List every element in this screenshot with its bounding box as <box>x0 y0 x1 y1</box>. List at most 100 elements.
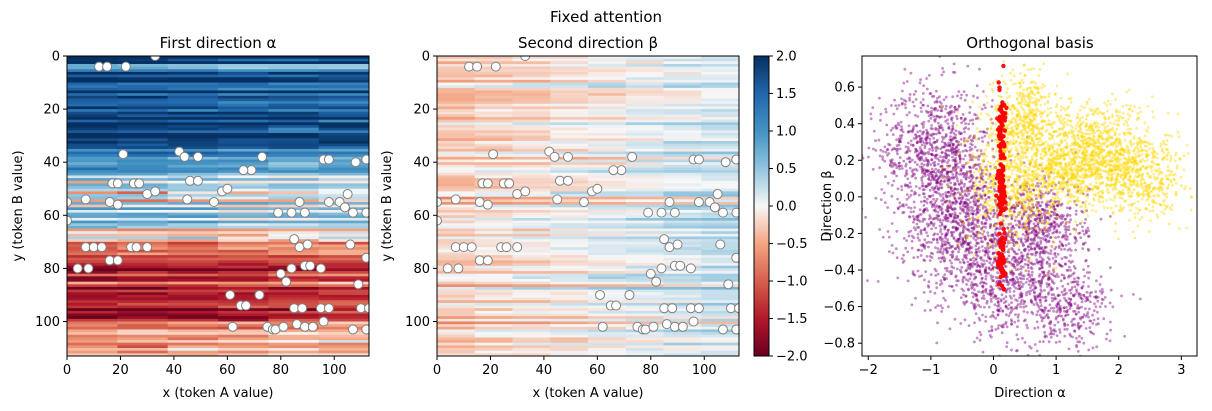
scatter-point <box>958 235 962 239</box>
scatter-point <box>952 137 955 141</box>
heatmap-cell <box>550 103 589 108</box>
scatter-point <box>973 113 976 116</box>
heatmap-cell <box>218 350 269 354</box>
scatter-point <box>966 272 970 276</box>
scatter-point <box>932 94 936 98</box>
heatmap-cell <box>588 350 627 354</box>
scatter-point <box>926 131 930 135</box>
marker-point <box>323 197 334 208</box>
heatmap-cell <box>117 58 169 62</box>
scatter-point <box>921 184 925 188</box>
heatmap-cell <box>167 186 219 190</box>
scatter-point <box>1026 326 1029 330</box>
heatmap-cell <box>663 156 702 161</box>
scatter-point <box>952 236 956 239</box>
scatter-point <box>980 194 984 198</box>
scatter-point <box>926 284 930 288</box>
heatmap-cell <box>437 204 476 208</box>
scatter-point <box>922 151 926 155</box>
scatter-point <box>939 105 942 109</box>
scatter-point <box>934 146 937 150</box>
heatmap-cell <box>663 196 702 200</box>
heatmap-cell <box>218 233 269 238</box>
heatmap-cell <box>67 101 118 105</box>
scatter-point <box>898 161 901 165</box>
heatmap-cell <box>318 268 369 272</box>
scatter-point <box>1054 255 1058 259</box>
heatmap-cell <box>663 109 702 113</box>
scatter-point <box>1068 232 1072 236</box>
heatmap-cell <box>512 350 551 354</box>
heatmap-cell <box>67 183 118 187</box>
scatter-point <box>974 292 978 296</box>
heatmap-cell <box>512 98 551 102</box>
scatter-point <box>948 243 952 247</box>
scatter-point <box>924 139 928 143</box>
scatter-point <box>972 136 975 140</box>
scatter-point <box>983 221 987 225</box>
scatter-point <box>869 112 873 116</box>
scatter-point <box>1025 291 1028 294</box>
heatmap-cell <box>268 93 320 97</box>
heatmap-cell <box>437 340 476 344</box>
scatter-point <box>978 67 981 71</box>
scatter-point <box>916 141 919 145</box>
heatmap-cell <box>318 111 369 116</box>
scatter-point <box>964 122 967 126</box>
scatter-point <box>1030 310 1034 314</box>
scatter-point <box>931 161 935 165</box>
marker-point <box>96 242 107 253</box>
heatmap-cell <box>663 300 702 304</box>
scatter-point <box>918 186 921 190</box>
heatmap-cell <box>625 140 665 145</box>
scatter-point <box>887 142 890 146</box>
heatmap-cell <box>167 202 219 206</box>
panel2-markers <box>437 56 739 335</box>
heatmap-cell <box>117 260 169 264</box>
heatmap-cell <box>117 69 169 73</box>
y-tick-label: 0 <box>52 50 60 65</box>
heatmap-cell <box>218 223 269 227</box>
heatmap-cell <box>318 106 369 110</box>
heatmap-cell <box>117 119 169 123</box>
scatter-point <box>963 182 966 186</box>
heatmap-cell <box>550 71 589 76</box>
scatter-point <box>954 150 958 154</box>
scatter-point <box>939 155 942 159</box>
scatter-point <box>992 261 995 264</box>
heatmap-cell <box>588 220 627 224</box>
heatmap-cell <box>437 162 476 166</box>
heatmap-cell <box>437 310 476 315</box>
scatter-point <box>938 205 941 208</box>
scatter-point <box>946 153 949 157</box>
heatmap-cell <box>625 167 665 171</box>
heatmap-cell <box>117 167 169 171</box>
scatter-point <box>968 230 971 233</box>
heatmap-cell <box>117 324 169 328</box>
heatmap-cell <box>550 318 589 323</box>
heatmap-cell <box>663 255 702 259</box>
heatmap-cell <box>167 257 219 262</box>
heatmap-cell <box>67 308 118 312</box>
marker-point <box>595 289 606 300</box>
scatter-point <box>892 164 896 167</box>
heatmap-cell <box>550 170 589 174</box>
scatter-point <box>942 259 946 263</box>
scatter-point <box>886 181 890 185</box>
heatmap-cell <box>550 284 589 288</box>
scatter-point <box>962 208 965 212</box>
heatmap-cell <box>218 292 269 296</box>
heatmap-cell <box>268 156 320 161</box>
scatter-point <box>996 304 999 308</box>
heatmap-cell <box>318 71 369 76</box>
scatter-point <box>1033 290 1036 294</box>
heatmap-cell <box>167 63 219 68</box>
scatter-point <box>920 157 924 161</box>
heatmap-cell <box>167 93 219 97</box>
scatter-point <box>978 187 981 191</box>
scatter-point <box>929 216 932 219</box>
scatter-point <box>957 258 960 262</box>
heatmap-cell <box>437 212 476 216</box>
marker-point <box>677 321 688 332</box>
heatmap-cell <box>512 71 551 76</box>
